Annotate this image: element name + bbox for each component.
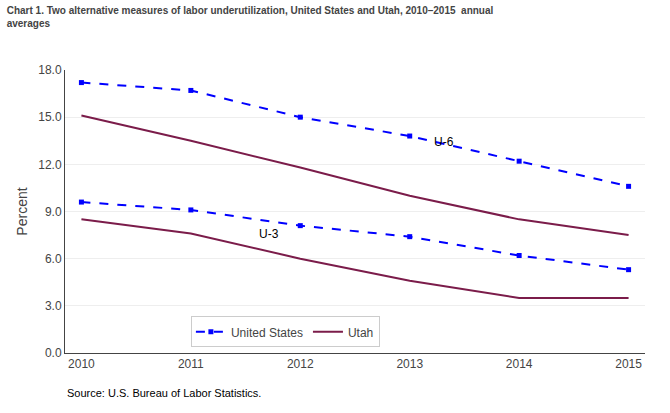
svg-text:9.0: 9.0	[45, 205, 62, 219]
svg-text:15.0: 15.0	[38, 110, 62, 124]
svg-text:2015: 2015	[615, 357, 642, 371]
svg-text:12.0: 12.0	[38, 158, 62, 172]
svg-text:Percent: Percent	[14, 187, 30, 235]
svg-text:2010: 2010	[68, 357, 95, 371]
svg-text:3.0: 3.0	[45, 299, 62, 313]
svg-text:2011: 2011	[178, 357, 204, 371]
svg-text:0.0: 0.0	[45, 346, 62, 360]
svg-text:Utah: Utah	[348, 326, 373, 340]
svg-text:2014: 2014	[506, 357, 533, 371]
svg-text:United States: United States	[231, 326, 303, 340]
svg-text:Source: U.S. Bureau of Labor S: Source: U.S. Bureau of Labor Statistics.	[67, 387, 261, 399]
svg-text:18.0: 18.0	[38, 63, 62, 77]
svg-text:Chart 1. Two alternative measu: Chart 1. Two alternative measures of lab…	[7, 5, 494, 29]
svg-text:2012: 2012	[287, 357, 314, 371]
svg-text:6.0: 6.0	[45, 252, 62, 266]
svg-text:U-3: U-3	[259, 227, 279, 241]
svg-text:U-6: U-6	[434, 135, 454, 149]
svg-text:2013: 2013	[396, 357, 423, 371]
